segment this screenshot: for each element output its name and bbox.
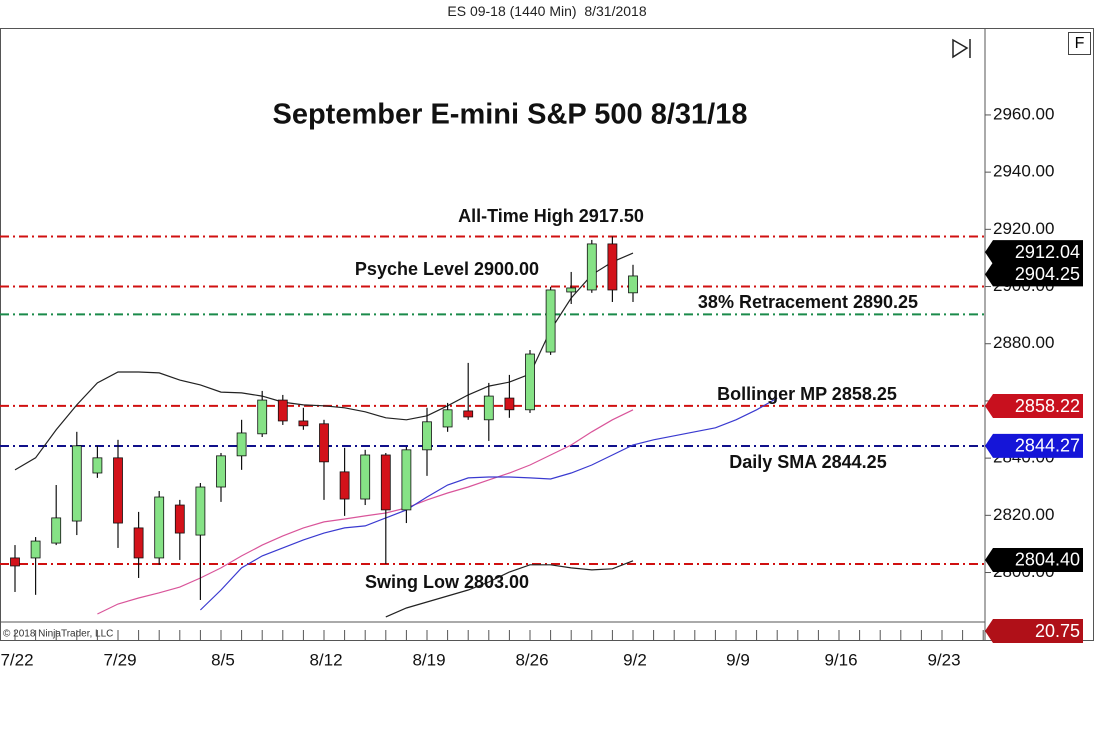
candle-body bbox=[30, 540, 41, 559]
svg-text:F: F bbox=[1075, 35, 1085, 52]
candle-body bbox=[277, 399, 288, 422]
x-tick-label: 9/9 bbox=[726, 650, 750, 669]
candle-body bbox=[566, 287, 577, 293]
price-marker-label: 2904.25 bbox=[1015, 264, 1080, 284]
candle-body bbox=[442, 409, 453, 428]
candle-body bbox=[525, 353, 535, 411]
x-tick-label: 7/29 bbox=[103, 650, 136, 669]
y-tick-label: 2940.00 bbox=[993, 162, 1054, 181]
candle-body bbox=[71, 445, 82, 522]
price-marker bbox=[985, 394, 1083, 419]
candle-body bbox=[92, 457, 103, 474]
candle-body bbox=[422, 421, 432, 451]
indicator-line bbox=[97, 409, 634, 615]
candle-body bbox=[236, 432, 247, 457]
x-tick-label: 9/2 bbox=[623, 650, 647, 669]
candle-body bbox=[504, 397, 515, 411]
candle-body bbox=[401, 449, 412, 511]
candle-body bbox=[10, 557, 20, 567]
candle-body bbox=[174, 504, 185, 534]
header: ES 09-18 (1440 Min) 8/31/2018 bbox=[447, 3, 647, 19]
x-tick-label: 8/26 bbox=[515, 650, 548, 669]
level-label: Daily SMA 2844.25 bbox=[729, 452, 886, 472]
candle-body bbox=[360, 454, 371, 500]
price-marker bbox=[985, 433, 1083, 458]
candle-body bbox=[195, 486, 206, 536]
level-label: All-Time High 2917.50 bbox=[458, 206, 644, 226]
price-marker bbox=[985, 240, 1083, 265]
chart-title: September E-mini S&P 500 8/31/18 bbox=[273, 99, 748, 131]
level-label: 38% Retracement 2890.25 bbox=[698, 292, 918, 312]
candle-body bbox=[51, 517, 62, 544]
price-marker bbox=[985, 619, 1083, 643]
x-tick-label: 8/12 bbox=[309, 650, 342, 669]
price-marker-label: 2844.27 bbox=[1015, 436, 1080, 456]
indicator-line bbox=[199, 397, 778, 611]
level-label: Bollinger MP 2858.25 bbox=[717, 384, 897, 404]
candle-body bbox=[483, 395, 494, 421]
x-tick-label: 8/19 bbox=[412, 650, 445, 669]
level-label: Swing Low 2803.00 bbox=[365, 572, 529, 592]
price-marker bbox=[985, 262, 1083, 287]
x-tick-label: 9/23 bbox=[927, 650, 960, 669]
f-button[interactable]: F bbox=[1068, 32, 1091, 55]
candle-body bbox=[133, 527, 144, 559]
candle-body bbox=[607, 243, 618, 291]
x-tick-label: 9/16 bbox=[824, 650, 857, 669]
candle-body bbox=[545, 289, 556, 353]
price-marker-label: 2858.22 bbox=[1015, 396, 1080, 416]
indicator-line bbox=[385, 560, 634, 618]
candle-body bbox=[380, 454, 391, 511]
candle-body bbox=[339, 471, 350, 500]
y-tick-label: 2820.00 bbox=[993, 505, 1054, 524]
candle-body bbox=[319, 423, 329, 463]
candle-body bbox=[586, 243, 597, 291]
x-tick-label: 8/5 bbox=[211, 650, 235, 669]
candle-body bbox=[298, 420, 309, 427]
y-tick-label: 2880.00 bbox=[993, 333, 1054, 352]
plot-area bbox=[0, 235, 985, 618]
price-marker-label: 2804.40 bbox=[1015, 550, 1080, 570]
candle-body bbox=[113, 457, 123, 524]
price-marker-label: 2912.04 bbox=[1015, 242, 1080, 262]
candle-body bbox=[154, 496, 165, 559]
x-tick-label: 7/22 bbox=[0, 650, 33, 669]
level-label: Psyche Level 2900.00 bbox=[355, 259, 539, 279]
candle-body bbox=[216, 455, 226, 488]
play-icon bbox=[952, 38, 971, 59]
candle-body bbox=[463, 410, 474, 418]
price-marker bbox=[985, 547, 1083, 572]
candle-body bbox=[628, 275, 638, 294]
y-tick-label: 2920.00 bbox=[993, 219, 1054, 238]
candle-body bbox=[257, 399, 268, 435]
copyright: © 2018 NinjaTrader, LLC bbox=[3, 629, 113, 640]
y-tick-label: 2960.00 bbox=[993, 104, 1054, 123]
price-marker-label: 20.75 bbox=[1035, 621, 1080, 641]
